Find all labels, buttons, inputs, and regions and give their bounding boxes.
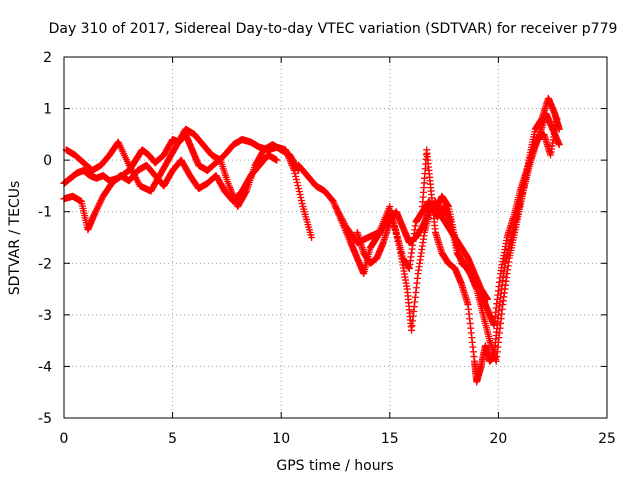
data-point [93, 204, 101, 212]
data-point [295, 185, 303, 193]
x-axis-label: GPS time / hours [276, 458, 393, 474]
data-point [395, 241, 403, 249]
data-point [96, 198, 104, 206]
data-point [292, 175, 300, 183]
series-track-7 [353, 197, 492, 303]
x-tick-label: 0 [60, 431, 69, 447]
data-point [292, 172, 300, 180]
data-point [97, 197, 105, 205]
series-track-6 [418, 115, 561, 386]
data-points [60, 94, 563, 386]
x-tick-label: 15 [381, 431, 399, 447]
y-tick-label: 0 [43, 153, 52, 169]
series-track-5 [332, 94, 563, 365]
plot-frame [63, 56, 608, 419]
data-point [90, 210, 98, 218]
data-point [386, 203, 394, 211]
data-point [298, 200, 306, 208]
y-tick-label: 2 [43, 50, 52, 66]
data-point [273, 156, 281, 164]
data-point [308, 234, 316, 241]
x-tick-label: 20 [489, 431, 507, 447]
data-point [387, 206, 395, 214]
series-track-3 [60, 151, 281, 234]
axis-ticks [63, 56, 608, 419]
data-point [297, 197, 305, 205]
data-point [553, 115, 561, 123]
y-tick-labels: -5 -4 -3 -2 -1 0 1 2 [38, 50, 52, 427]
y-tick-label: -4 [38, 359, 52, 375]
data-point [91, 209, 99, 217]
data-point [296, 191, 304, 199]
data-point [295, 188, 303, 196]
data-point [555, 141, 563, 149]
y-tick-label: -3 [38, 308, 52, 324]
y-tick-label: -2 [38, 256, 52, 272]
data-point [394, 237, 402, 245]
y-tick-label: 1 [43, 102, 52, 118]
series-track-2 [62, 125, 303, 211]
data-point [393, 234, 401, 241]
data-point [93, 206, 101, 214]
data-point [297, 194, 305, 202]
x-tick-label: 10 [272, 431, 290, 447]
x-tick-labels: 0 5 10 15 20 25 [60, 431, 616, 447]
y-tick-label: -5 [38, 411, 52, 427]
data-point [95, 201, 103, 209]
data-point [484, 295, 492, 303]
data-point [92, 207, 100, 215]
data-point [95, 200, 103, 208]
data-point [98, 195, 106, 203]
data-point [293, 178, 301, 186]
x-tick-label: 5 [168, 431, 177, 447]
y-axis-label: SDTVAR / TECUs [7, 181, 23, 296]
data-point [94, 203, 102, 211]
data-point [396, 245, 404, 253]
data-point [555, 125, 563, 133]
grid-lines [64, 57, 607, 418]
x-tick-label: 25 [598, 431, 616, 447]
y-tick-label: -1 [38, 205, 52, 221]
data-point [294, 181, 302, 189]
data-point [391, 226, 399, 234]
chart-title: Day 310 of 2017, Sidereal Day-to-day VTE… [49, 21, 618, 37]
data-point [392, 230, 400, 238]
data-point [291, 169, 299, 177]
